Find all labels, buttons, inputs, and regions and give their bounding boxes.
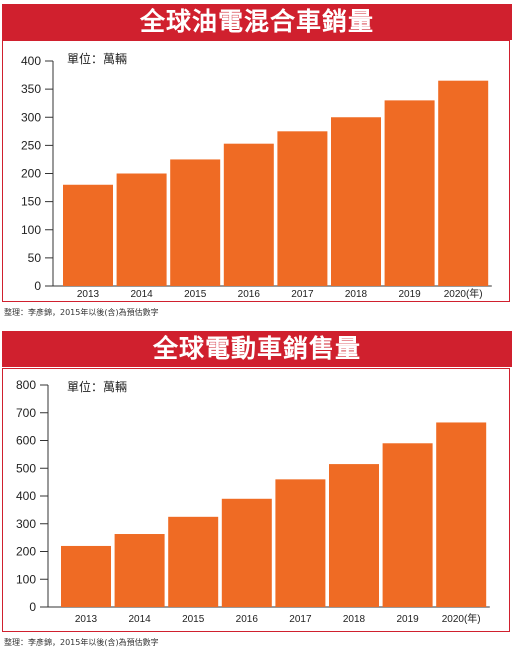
bar: [114, 534, 165, 607]
bar: [116, 173, 167, 286]
y-tick-label: 150: [21, 195, 41, 209]
x-tick-label: 2015: [184, 289, 207, 300]
x-tick-label: 2019: [398, 289, 421, 300]
bar: [168, 516, 219, 607]
chart-title: 全球油電混合車銷量: [2, 4, 512, 40]
hybrid-bar-chart: 0 50 100 150 200 250 300 350 400 單位：萬輛 2013 2014 201…: [21, 51, 492, 300]
x-tick-label: 2020(年): [444, 287, 483, 300]
y-tick-label: 600: [16, 434, 36, 448]
x-tick-label: 2018: [345, 289, 368, 300]
y-tick-label: 700: [16, 406, 36, 420]
chart-title: 全球電動車銷售量: [2, 331, 512, 367]
x-tick-label: 2017: [291, 289, 314, 300]
y-tick-label: 400: [21, 54, 41, 68]
bar: [436, 422, 487, 607]
y-tick-label: 300: [16, 517, 36, 531]
y-tick-label: 800: [16, 378, 36, 392]
bar: [329, 464, 379, 607]
unit-label: 單位：萬輛: [67, 379, 127, 394]
bar: [384, 100, 435, 286]
y-tick-label: 100: [16, 572, 36, 586]
x-tick-label: 2016: [238, 289, 261, 300]
x-tick-label: 2014: [130, 289, 153, 300]
y-tick-label: 100: [21, 223, 41, 237]
y-tick-label: 500: [16, 461, 36, 475]
bar: [63, 184, 113, 286]
y-tick-label: 300: [21, 110, 41, 124]
bar: [223, 143, 274, 286]
x-tick-label: 2015: [182, 614, 205, 625]
source-note: 整理：李彥錦，2015年以後(含)為預估數字: [4, 638, 159, 647]
x-tick-label: 2018: [343, 614, 366, 625]
x-tick-label: 2017: [289, 614, 312, 625]
bar: [170, 159, 221, 286]
unit-label: 單位：萬輛: [67, 51, 127, 66]
chart-frame: 0 100 200 300 400 500 600 700 800 單位：萬輛 2013 2014 20…: [2, 368, 510, 632]
y-tick-label: 50: [28, 251, 42, 265]
x-tick-label: 2020(年): [442, 612, 481, 625]
x-tick-label: 2016: [236, 614, 259, 625]
x-tick-label: 2013: [77, 289, 100, 300]
bar: [382, 443, 433, 607]
y-tick-label: 0: [34, 279, 41, 293]
x-tick-label: 2014: [128, 614, 151, 625]
bar: [61, 545, 111, 607]
chart-frame: 0 50 100 150 200 250 300 350 400 單位：萬輛 2013 2014 201…: [2, 40, 510, 302]
y-tick-label: 200: [21, 167, 41, 181]
bar: [438, 80, 489, 286]
bar: [221, 498, 272, 607]
ev-bar-chart: 0 100 200 300 400 500 600 700 800 單位：萬輛 2013 2014 20…: [16, 378, 490, 625]
y-tick-label: 350: [21, 82, 41, 96]
x-tick-label: 2013: [75, 614, 98, 625]
source-note: 整理：李彥錦，2015年以後(含)為預估數字: [4, 308, 159, 317]
x-tick-label: 2019: [396, 614, 419, 625]
y-tick-label: 400: [16, 489, 36, 503]
bar: [277, 131, 328, 286]
y-tick-label: 250: [21, 138, 41, 152]
y-tick-label: 0: [29, 600, 36, 614]
bar: [331, 117, 381, 286]
bar: [275, 479, 326, 607]
y-tick-label: 200: [16, 545, 36, 559]
